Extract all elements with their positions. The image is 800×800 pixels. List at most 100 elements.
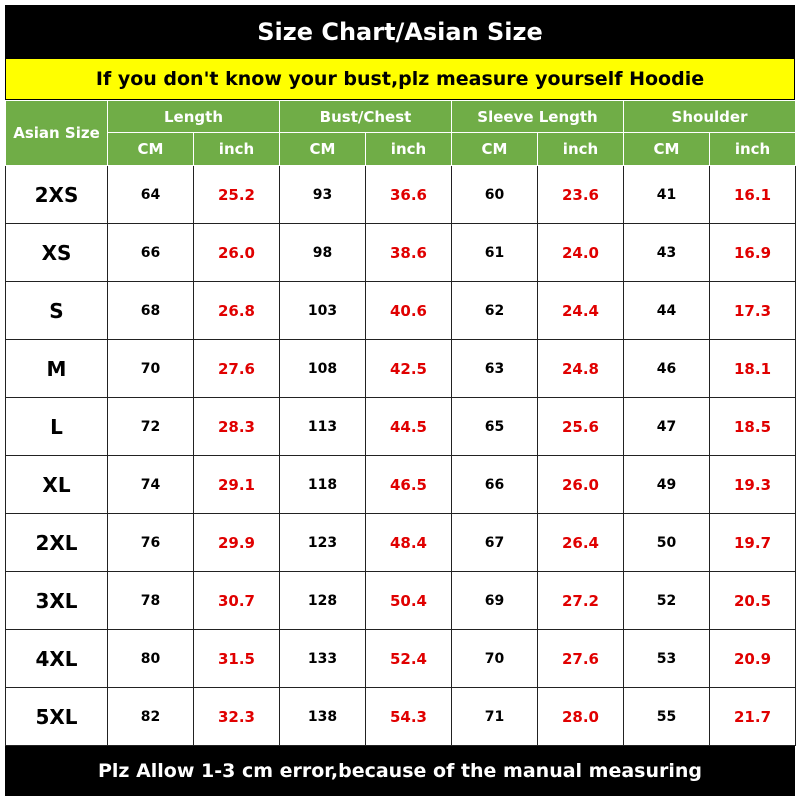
inch-value: 27.6 (193, 339, 280, 398)
inch-value: 28.3 (193, 397, 280, 456)
inch-value: 31.5 (193, 629, 280, 688)
inch-value: 24.4 (537, 281, 624, 340)
inch-value: 52.4 (365, 629, 452, 688)
inch-value: 19.3 (708, 455, 797, 514)
inch-value: 38.6 (365, 223, 452, 282)
cm-value: 49 (623, 455, 710, 514)
inch-value: 21.7 (708, 687, 797, 746)
cm-value: 46 (623, 339, 710, 398)
inch-value: 25.6 (537, 397, 624, 456)
unit-header: CM (279, 132, 366, 166)
inch-value: 16.1 (708, 165, 797, 224)
cm-value: 70 (451, 629, 538, 688)
inch-value: 24.0 (537, 223, 624, 282)
inch-value: 27.6 (537, 629, 624, 688)
cm-value: 64 (107, 165, 194, 224)
cm-value: 103 (279, 281, 366, 340)
cm-value: 47 (623, 397, 710, 456)
cm-value: 108 (279, 339, 366, 398)
cm-value: 67 (451, 513, 538, 572)
unit-header: CM (451, 132, 538, 166)
unit-header: CM (107, 132, 194, 166)
unit-row: CM inch CM inch CM inch CM inch (6, 132, 797, 166)
cm-value: 123 (279, 513, 366, 572)
cm-value: 44 (623, 281, 710, 340)
footer: Plz Allow 1-3 cm error,because of the ma… (5, 746, 795, 796)
size-label: 2XL (5, 513, 108, 572)
size-label: 3XL (5, 571, 108, 630)
inch-value: 27.2 (537, 571, 624, 630)
inch-value: 26.0 (537, 455, 624, 514)
unit-header: inch (193, 132, 280, 166)
inch-value: 18.1 (708, 339, 797, 398)
unit-header: inch (365, 132, 452, 166)
cm-value: 62 (451, 281, 538, 340)
header-row: Asian Size Length Bust/Chest Sleeve Length S… (5, 100, 797, 166)
inch-value: 17.3 (708, 281, 797, 340)
cm-value: 68 (107, 281, 194, 340)
cm-value: 41 (623, 165, 710, 224)
cm-value: 133 (279, 629, 366, 688)
cm-value: 55 (623, 687, 710, 746)
size-label: 5XL (5, 687, 108, 746)
cm-value: 52 (623, 571, 710, 630)
group-header: Sleeve Length (451, 100, 624, 133)
subtitle: If you don't know your bust,plz measure … (5, 58, 795, 100)
size-label: XS (5, 223, 108, 282)
inch-value: 28.0 (537, 687, 624, 746)
size-label: 2XS (5, 165, 108, 224)
size-label: S (5, 281, 108, 340)
inch-value: 36.6 (365, 165, 452, 224)
cm-value: 43 (623, 223, 710, 282)
cm-value: 128 (279, 571, 366, 630)
group-header: Shoulder (622, 100, 797, 133)
size-label: 4XL (5, 629, 108, 688)
inch-value: 25.2 (193, 165, 280, 224)
inch-value: 44.5 (365, 397, 452, 456)
inch-value: 54.3 (365, 687, 452, 746)
cm-value: 138 (279, 687, 366, 746)
cm-value: 65 (451, 397, 538, 456)
inch-value: 42.5 (365, 339, 452, 398)
cm-value: 53 (623, 629, 710, 688)
inch-value: 18.5 (708, 397, 797, 456)
size-row: 4XL 80 31.5 133 52.4 70 27.6 53 20.9 (5, 629, 797, 688)
inch-value: 19.7 (708, 513, 797, 572)
inch-value: 48.4 (365, 513, 452, 572)
size-label: M (5, 339, 108, 398)
unit-header: inch (708, 132, 797, 166)
cm-value: 118 (279, 455, 366, 514)
inch-value: 23.6 (537, 165, 624, 224)
size-chart: Size Chart/Asian Size If you don't know … (5, 5, 797, 796)
size-row: 2XS 64 25.2 93 36.6 60 23.6 41 16.1 (5, 165, 797, 224)
cm-value: 80 (107, 629, 194, 688)
cm-value: 66 (451, 455, 538, 514)
cm-value: 63 (451, 339, 538, 398)
size-row: XS 66 26.0 98 38.6 61 24.0 43 16.9 (5, 223, 797, 282)
cm-value: 78 (107, 571, 194, 630)
size-row: 5XL 82 32.3 138 54.3 71 28.0 55 21.7 (5, 687, 797, 746)
inch-value: 29.9 (193, 513, 280, 572)
cm-value: 76 (107, 513, 194, 572)
cm-value: 60 (451, 165, 538, 224)
unit-header: inch (537, 132, 624, 166)
inch-value: 24.8 (537, 339, 624, 398)
size-row: L 72 28.3 113 44.5 65 25.6 47 18.5 (5, 397, 797, 456)
inch-value: 46.5 (365, 455, 452, 514)
cm-value: 50 (623, 513, 710, 572)
inch-value: 32.3 (193, 687, 280, 746)
title: Size Chart/Asian Size (5, 5, 795, 58)
size-row: XL 74 29.1 118 46.5 66 26.0 49 19.3 (5, 455, 797, 514)
cm-value: 69 (451, 571, 538, 630)
inch-value: 29.1 (193, 455, 280, 514)
size-label: L (5, 397, 108, 456)
inch-value: 16.9 (708, 223, 797, 282)
cm-value: 61 (451, 223, 538, 282)
inch-value: 20.9 (708, 629, 797, 688)
group-header: Length (107, 100, 280, 133)
inch-value: 26.4 (537, 513, 624, 572)
cm-value: 74 (107, 455, 194, 514)
size-row: 3XL 78 30.7 128 50.4 69 27.2 52 20.5 (5, 571, 797, 630)
cm-value: 93 (279, 165, 366, 224)
